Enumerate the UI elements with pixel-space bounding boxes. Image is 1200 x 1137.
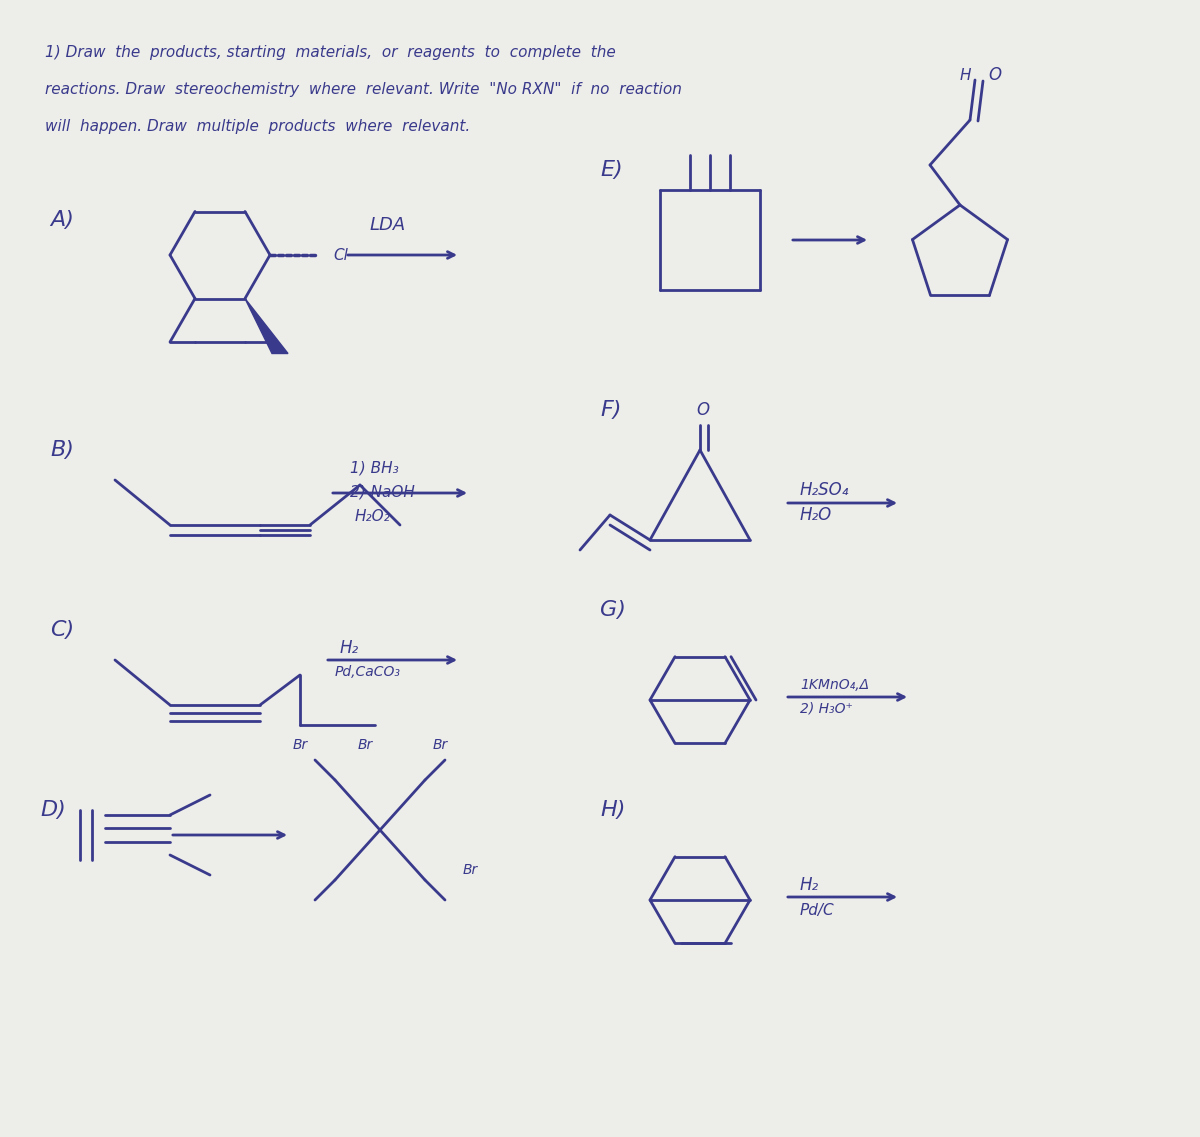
Text: H): H) — [600, 800, 625, 820]
Text: 1KMnO₄,Δ: 1KMnO₄,Δ — [800, 678, 869, 692]
Text: F): F) — [600, 400, 622, 420]
Text: B): B) — [50, 440, 74, 460]
Text: reactions. Draw  stereochemistry  where  relevant. Write  "No RXN"  if  no  reac: reactions. Draw stereochemistry where re… — [46, 82, 682, 97]
Text: E): E) — [600, 160, 623, 180]
Text: 1) BH₃: 1) BH₃ — [350, 460, 398, 475]
Text: Br: Br — [358, 738, 373, 752]
Text: H₂: H₂ — [340, 639, 359, 657]
Text: O: O — [989, 66, 1002, 84]
Polygon shape — [245, 299, 288, 354]
Text: 2) H₃O⁺: 2) H₃O⁺ — [800, 702, 853, 715]
Text: Pd,CaCO₃: Pd,CaCO₃ — [335, 665, 401, 679]
Text: H₂O₂: H₂O₂ — [355, 508, 391, 523]
Text: O: O — [696, 401, 709, 420]
Text: 1) Draw  the  products, starting  materials,  or  reagents  to  complete  the: 1) Draw the products, starting materials… — [46, 45, 616, 60]
Text: H: H — [959, 67, 971, 83]
Text: Cl: Cl — [334, 248, 348, 263]
Text: Pd/C: Pd/C — [800, 903, 835, 918]
Text: G): G) — [600, 600, 626, 620]
Text: Br: Br — [462, 863, 478, 877]
Text: will  happen. Draw  multiple  products  where  relevant.: will happen. Draw multiple products wher… — [46, 119, 470, 134]
Text: Br: Br — [432, 738, 448, 752]
Text: H₂O: H₂O — [800, 506, 833, 524]
Text: D): D) — [40, 800, 66, 820]
Text: H₂: H₂ — [800, 875, 820, 894]
Text: 2) NaOH: 2) NaOH — [350, 484, 415, 499]
Text: H₂SO₄: H₂SO₄ — [800, 481, 850, 499]
Text: Br: Br — [293, 738, 307, 752]
Text: LDA: LDA — [370, 216, 407, 234]
Text: C): C) — [50, 620, 74, 640]
Text: A): A) — [50, 210, 74, 230]
